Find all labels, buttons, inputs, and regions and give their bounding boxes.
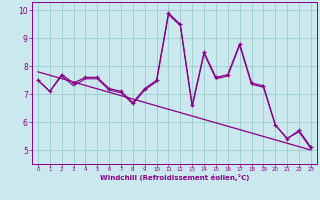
X-axis label: Windchill (Refroidissement éolien,°C): Windchill (Refroidissement éolien,°C)	[100, 174, 249, 181]
